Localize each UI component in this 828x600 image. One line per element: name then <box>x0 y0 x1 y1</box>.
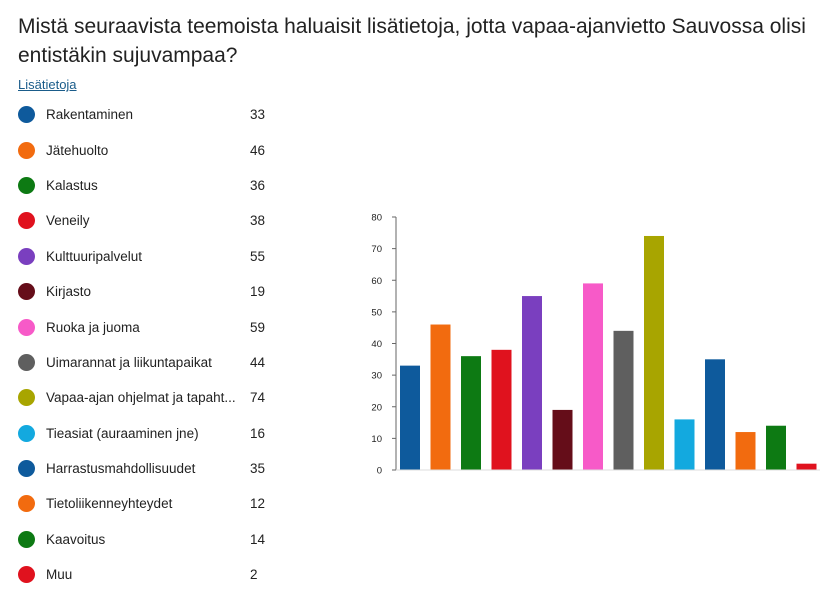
legend-label: Rakentaminen <box>46 107 134 123</box>
legend-swatch <box>18 283 35 301</box>
bar <box>735 432 756 470</box>
legend-swatch <box>18 495 35 513</box>
legend-label: Uimarannat ja liikuntapaikat <box>46 354 212 370</box>
bar <box>400 365 420 470</box>
bar-chart-svg: 0 10 20 30 40 50 60 70 80 <box>371 213 827 477</box>
legend-item: Ruoka ja juoma 59 <box>18 309 298 344</box>
legend-swatch <box>18 530 35 548</box>
legend-swatch <box>18 212 35 230</box>
legend-label: Kirjasto <box>46 284 92 300</box>
legend-label: Kalastus <box>46 177 98 193</box>
bar <box>613 330 634 470</box>
bar <box>674 419 695 470</box>
legend-label: Veneily <box>46 213 90 229</box>
legend-count: 16 <box>250 425 266 441</box>
legend-swatch <box>18 247 35 265</box>
legend-label: Jätehuolto <box>46 142 109 158</box>
legend-item: Kirjasto 19 <box>18 274 298 309</box>
y-tick-label: 60 <box>371 276 382 287</box>
more-info-link[interactable]: Lisätietoja <box>18 77 77 92</box>
legend-count: 19 <box>250 284 266 300</box>
legend-item: Jätehuolto 46 <box>18 132 298 167</box>
legend-swatch <box>18 353 35 371</box>
legend-swatch <box>18 389 35 407</box>
y-tick-label: 50 <box>371 307 382 318</box>
legend-item: Rakentaminen 33 <box>18 97 298 132</box>
bar <box>644 235 664 470</box>
legend-label: Muu <box>46 567 73 583</box>
bar <box>461 356 481 470</box>
y-tick-label: 10 <box>371 434 382 445</box>
legend-item: Harrastusmahdollisuudet 35 <box>18 451 298 486</box>
bar-chart: 0 10 20 30 40 50 60 70 80 <box>350 205 827 500</box>
y-tick-label: 80 <box>371 213 382 224</box>
legend-item: Tieasiat (auraaminen jne) 16 <box>18 416 298 451</box>
legend-list: Rakentaminen 33 Jätehuolto 46 Kalastus 36 Vene… <box>18 97 298 592</box>
legend-count: 35 <box>250 461 266 477</box>
legend-label: Tieasiat (auraaminen jne) <box>46 425 199 441</box>
legend-count: 14 <box>250 531 266 547</box>
legend-count: 74 <box>250 390 266 406</box>
legend-swatch <box>18 318 35 336</box>
legend-label: Vapaa-ajan ohjelmat ja tapaht... <box>46 390 236 406</box>
y-tick-label: 70 <box>371 244 382 255</box>
bar <box>491 349 512 470</box>
legend-label: Kaavoitus <box>46 531 106 547</box>
y-tick-label: 30 <box>371 371 382 382</box>
legend-label: Tietoliikenneyhteydet <box>46 496 173 512</box>
legend-swatch <box>18 424 35 442</box>
bar <box>522 296 542 470</box>
legend-count: 44 <box>250 354 266 370</box>
legend-count: 46 <box>250 142 266 158</box>
legend-swatch <box>18 141 35 159</box>
bar <box>552 409 573 470</box>
y-tick-label: 40 <box>371 339 382 350</box>
bar <box>430 324 451 470</box>
bar <box>766 425 786 470</box>
legend-swatch <box>18 566 35 584</box>
bar <box>796 463 817 470</box>
legend-item: Veneily 38 <box>18 203 298 238</box>
bar <box>583 283 603 470</box>
legend-swatch <box>18 460 35 478</box>
legend-item: Muu 2 <box>18 557 298 592</box>
legend-item: Uimarannat ja liikuntapaikat 44 <box>18 345 298 380</box>
legend-count: 12 <box>250 496 266 512</box>
legend-label: Harrastusmahdollisuudet <box>46 461 196 477</box>
y-tick-label: 20 <box>371 402 382 413</box>
question-title: Mistä seuraavista teemoista haluaisit li… <box>18 15 806 67</box>
legend-count: 33 <box>250 107 266 123</box>
legend-item: Kulttuuripalvelut 55 <box>18 239 298 274</box>
legend-swatch <box>18 176 35 194</box>
legend-item: Kalastus 36 <box>18 168 298 203</box>
legend-item: Tietoliikenneyhteydet 12 <box>18 486 298 521</box>
bar <box>705 359 725 470</box>
legend-count: 36 <box>250 177 266 193</box>
legend-count: 55 <box>250 248 266 264</box>
legend-item: Kaavoitus 14 <box>18 522 298 557</box>
legend-label: Ruoka ja juoma <box>46 319 140 335</box>
legend-swatch <box>18 106 35 124</box>
legend-count: 38 <box>250 213 266 229</box>
legend-label: Kulttuuripalvelut <box>46 248 143 264</box>
legend-count: 2 <box>250 567 258 583</box>
legend-count: 59 <box>250 319 266 335</box>
y-tick-label: 0 <box>377 466 382 477</box>
legend-item: Vapaa-ajan ohjelmat ja tapaht... 74 <box>18 380 298 415</box>
